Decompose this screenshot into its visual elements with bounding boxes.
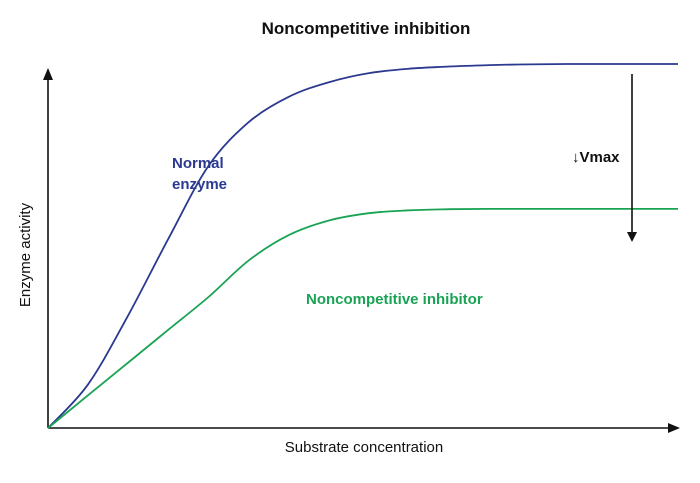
chart-title: Noncompetitive inhibition [262, 19, 471, 38]
series-line-noncompetitive-inhibitor [47, 207, 678, 429]
y-axis-label: Enzyme activity [17, 202, 34, 307]
x-axis-label: Substrate concentration [285, 439, 443, 456]
series-label-noncompetitive-inhibitor: Noncompetitive inhibitor [306, 291, 483, 308]
series-label-normal-enzyme: Normal enzyme [172, 155, 228, 193]
y-axis-arrowhead [43, 68, 53, 80]
x-axis-arrowhead [668, 423, 680, 433]
series-line-normal-enzyme [47, 63, 678, 429]
vmax-annotation: ↓Vmax [572, 149, 620, 166]
series-label-normal-line2: enzyme [172, 176, 227, 193]
series-label-normal-line1: Normal [172, 155, 224, 172]
